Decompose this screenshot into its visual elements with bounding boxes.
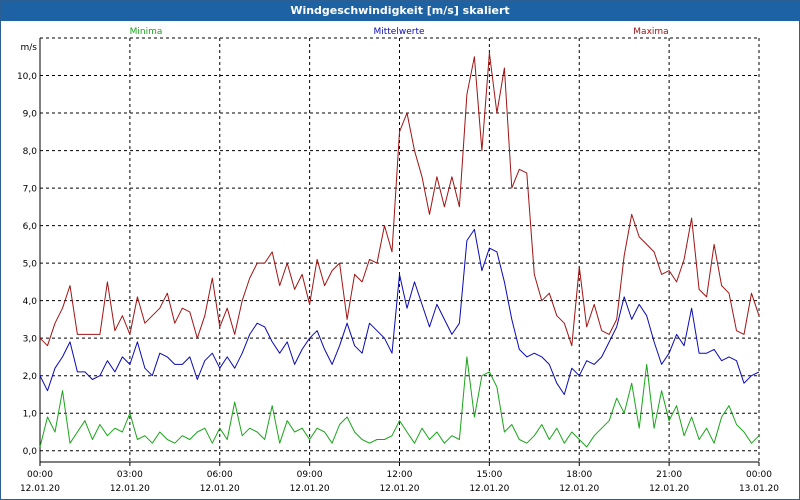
x-tick-date: 13.01.20 <box>739 484 779 494</box>
x-tick-time: 12:00 <box>387 470 413 480</box>
y-tick-label: 1,0 <box>23 410 38 420</box>
y-tick-label: 5,0 <box>23 260 38 270</box>
x-tick-time: 06:00 <box>207 470 233 480</box>
x-tick-date: 12.01.20 <box>469 484 509 494</box>
wind-speed-chart: 0,0 1,0 2,0 3,0 4,0 5,0 6,0 7,0 8,0 9,0 10,0 m/s 00:… <box>17 27 779 494</box>
series-line-maxima <box>39 52 760 347</box>
y-tick-label: 8,0 <box>23 147 38 157</box>
y-axis-label: m/s <box>21 43 38 53</box>
x-tick-date: 12.01.20 <box>110 484 150 494</box>
y-tick-label: 4,0 <box>23 297 38 307</box>
x-tick-time: 00:00 <box>27 470 53 480</box>
series-line-minima <box>39 356 760 448</box>
legend-maxima: Maxima <box>633 27 668 37</box>
window-title: Windgeschwindigkeit [m/s] skaliert <box>1 1 799 21</box>
x-tick-date: 12.01.20 <box>200 484 240 494</box>
x-tick-time: 21:00 <box>656 470 682 480</box>
y-tick-label: 0,0 <box>23 447 38 457</box>
x-tick-date: 12.01.20 <box>379 484 419 494</box>
x-tick-date: 12.01.20 <box>290 484 330 494</box>
legend-minima: Minima <box>130 27 163 37</box>
y-tick-label: 6,0 <box>23 222 38 232</box>
y-tick-label: 3,0 <box>23 335 38 345</box>
grid-lines <box>39 37 760 462</box>
series-line-mittelwerte <box>39 228 760 395</box>
legend-mittelwerte: Mittelwerte <box>373 27 424 37</box>
y-tick-label: 10,0 <box>17 72 37 82</box>
x-tick-date: 12.01.20 <box>649 484 689 494</box>
x-tick-time: 18:00 <box>566 470 592 480</box>
y-tick-label: 7,0 <box>23 185 38 195</box>
x-tick-time: 03:00 <box>117 470 143 480</box>
y-tick-label: 9,0 <box>23 110 38 120</box>
x-tick-date: 12.01.20 <box>20 484 60 494</box>
x-tick-time: 09:00 <box>297 470 323 480</box>
y-tick-label: 2,0 <box>23 372 38 382</box>
x-tick-date: 12.01.20 <box>559 484 599 494</box>
x-tick-time: 15:00 <box>476 470 502 480</box>
x-tick-time: 00:00 <box>746 470 772 480</box>
